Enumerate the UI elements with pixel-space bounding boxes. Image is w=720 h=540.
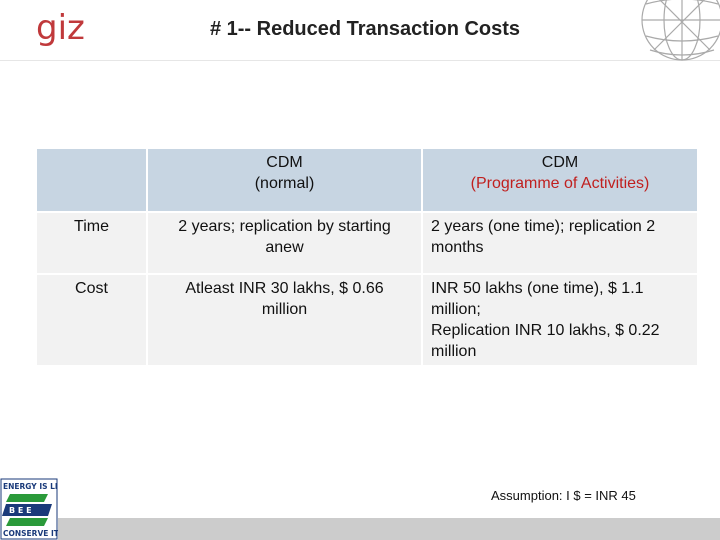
header-cdm-poa: CDM (Programme of Activities) <box>421 147 699 213</box>
header-cdm-normal-line1: CDM <box>266 154 303 171</box>
comparison-table: CDM (normal) CDM (Programme of Activitie… <box>35 147 699 367</box>
header-divider <box>0 60 720 61</box>
header-cdm-poa-line2: (Programme of Activities) <box>470 175 650 192</box>
cell-line: million; <box>431 301 481 318</box>
assumption-note: Assumption: I $ = INR 45 <box>491 488 636 503</box>
bee-logo-mid-text: B E E <box>9 506 32 515</box>
table-row: Time 2 years; replication by starting an… <box>35 211 699 275</box>
cell-line: million <box>261 301 308 318</box>
header-blank-cell <box>35 147 148 213</box>
cell-cost-poa: INR 50 lakhs (one time), $ 1.1 million; … <box>421 273 699 367</box>
header-cdm-normal: CDM (normal) <box>146 147 423 213</box>
cell-time-normal: 2 years; replication by starting anew <box>146 211 423 275</box>
cell-line: anew <box>265 239 304 256</box>
giz-logo: giz <box>36 8 85 48</box>
cell-line: 2 years (one time); replication 2 <box>431 218 656 235</box>
row-label-cost: Cost <box>35 273 148 367</box>
cell-time-poa: 2 years (one time); replication 2 months <box>421 211 699 275</box>
cell-line: million <box>431 343 477 360</box>
cell-line: INR 50 lakhs (one time), $ 1.1 <box>431 280 644 297</box>
row-label-time: Time <box>35 211 148 275</box>
footer-bar <box>58 518 720 540</box>
bee-logo-top-text: ENERGY IS LIFE <box>3 482 58 491</box>
globe-icon <box>641 0 720 61</box>
cell-line: months <box>431 239 484 256</box>
header-cdm-normal-line2: (normal) <box>254 175 315 192</box>
cell-cost-normal: Atleast INR 30 lakhs, $ 0.66 million <box>146 273 423 367</box>
cell-line: Atleast INR 30 lakhs, $ 0.66 <box>185 280 384 297</box>
table-row: Cost Atleast INR 30 lakhs, $ 0.66 millio… <box>35 273 699 367</box>
header-cdm-poa-line1: CDM <box>541 154 579 171</box>
cell-line: 2 years; replication by starting <box>178 218 391 235</box>
slide-title: # 1-- Reduced Transaction Costs <box>209 18 521 40</box>
cell-line: Replication INR 10 lakhs, $ 0.22 <box>431 322 660 339</box>
bee-logo-bottom-text: CONSERVE IT <box>3 529 58 538</box>
bee-logo: ENERGY IS LIFE B E E CONSERVE IT <box>0 478 58 540</box>
table-header-row: CDM (normal) CDM (Programme of Activitie… <box>35 147 699 213</box>
